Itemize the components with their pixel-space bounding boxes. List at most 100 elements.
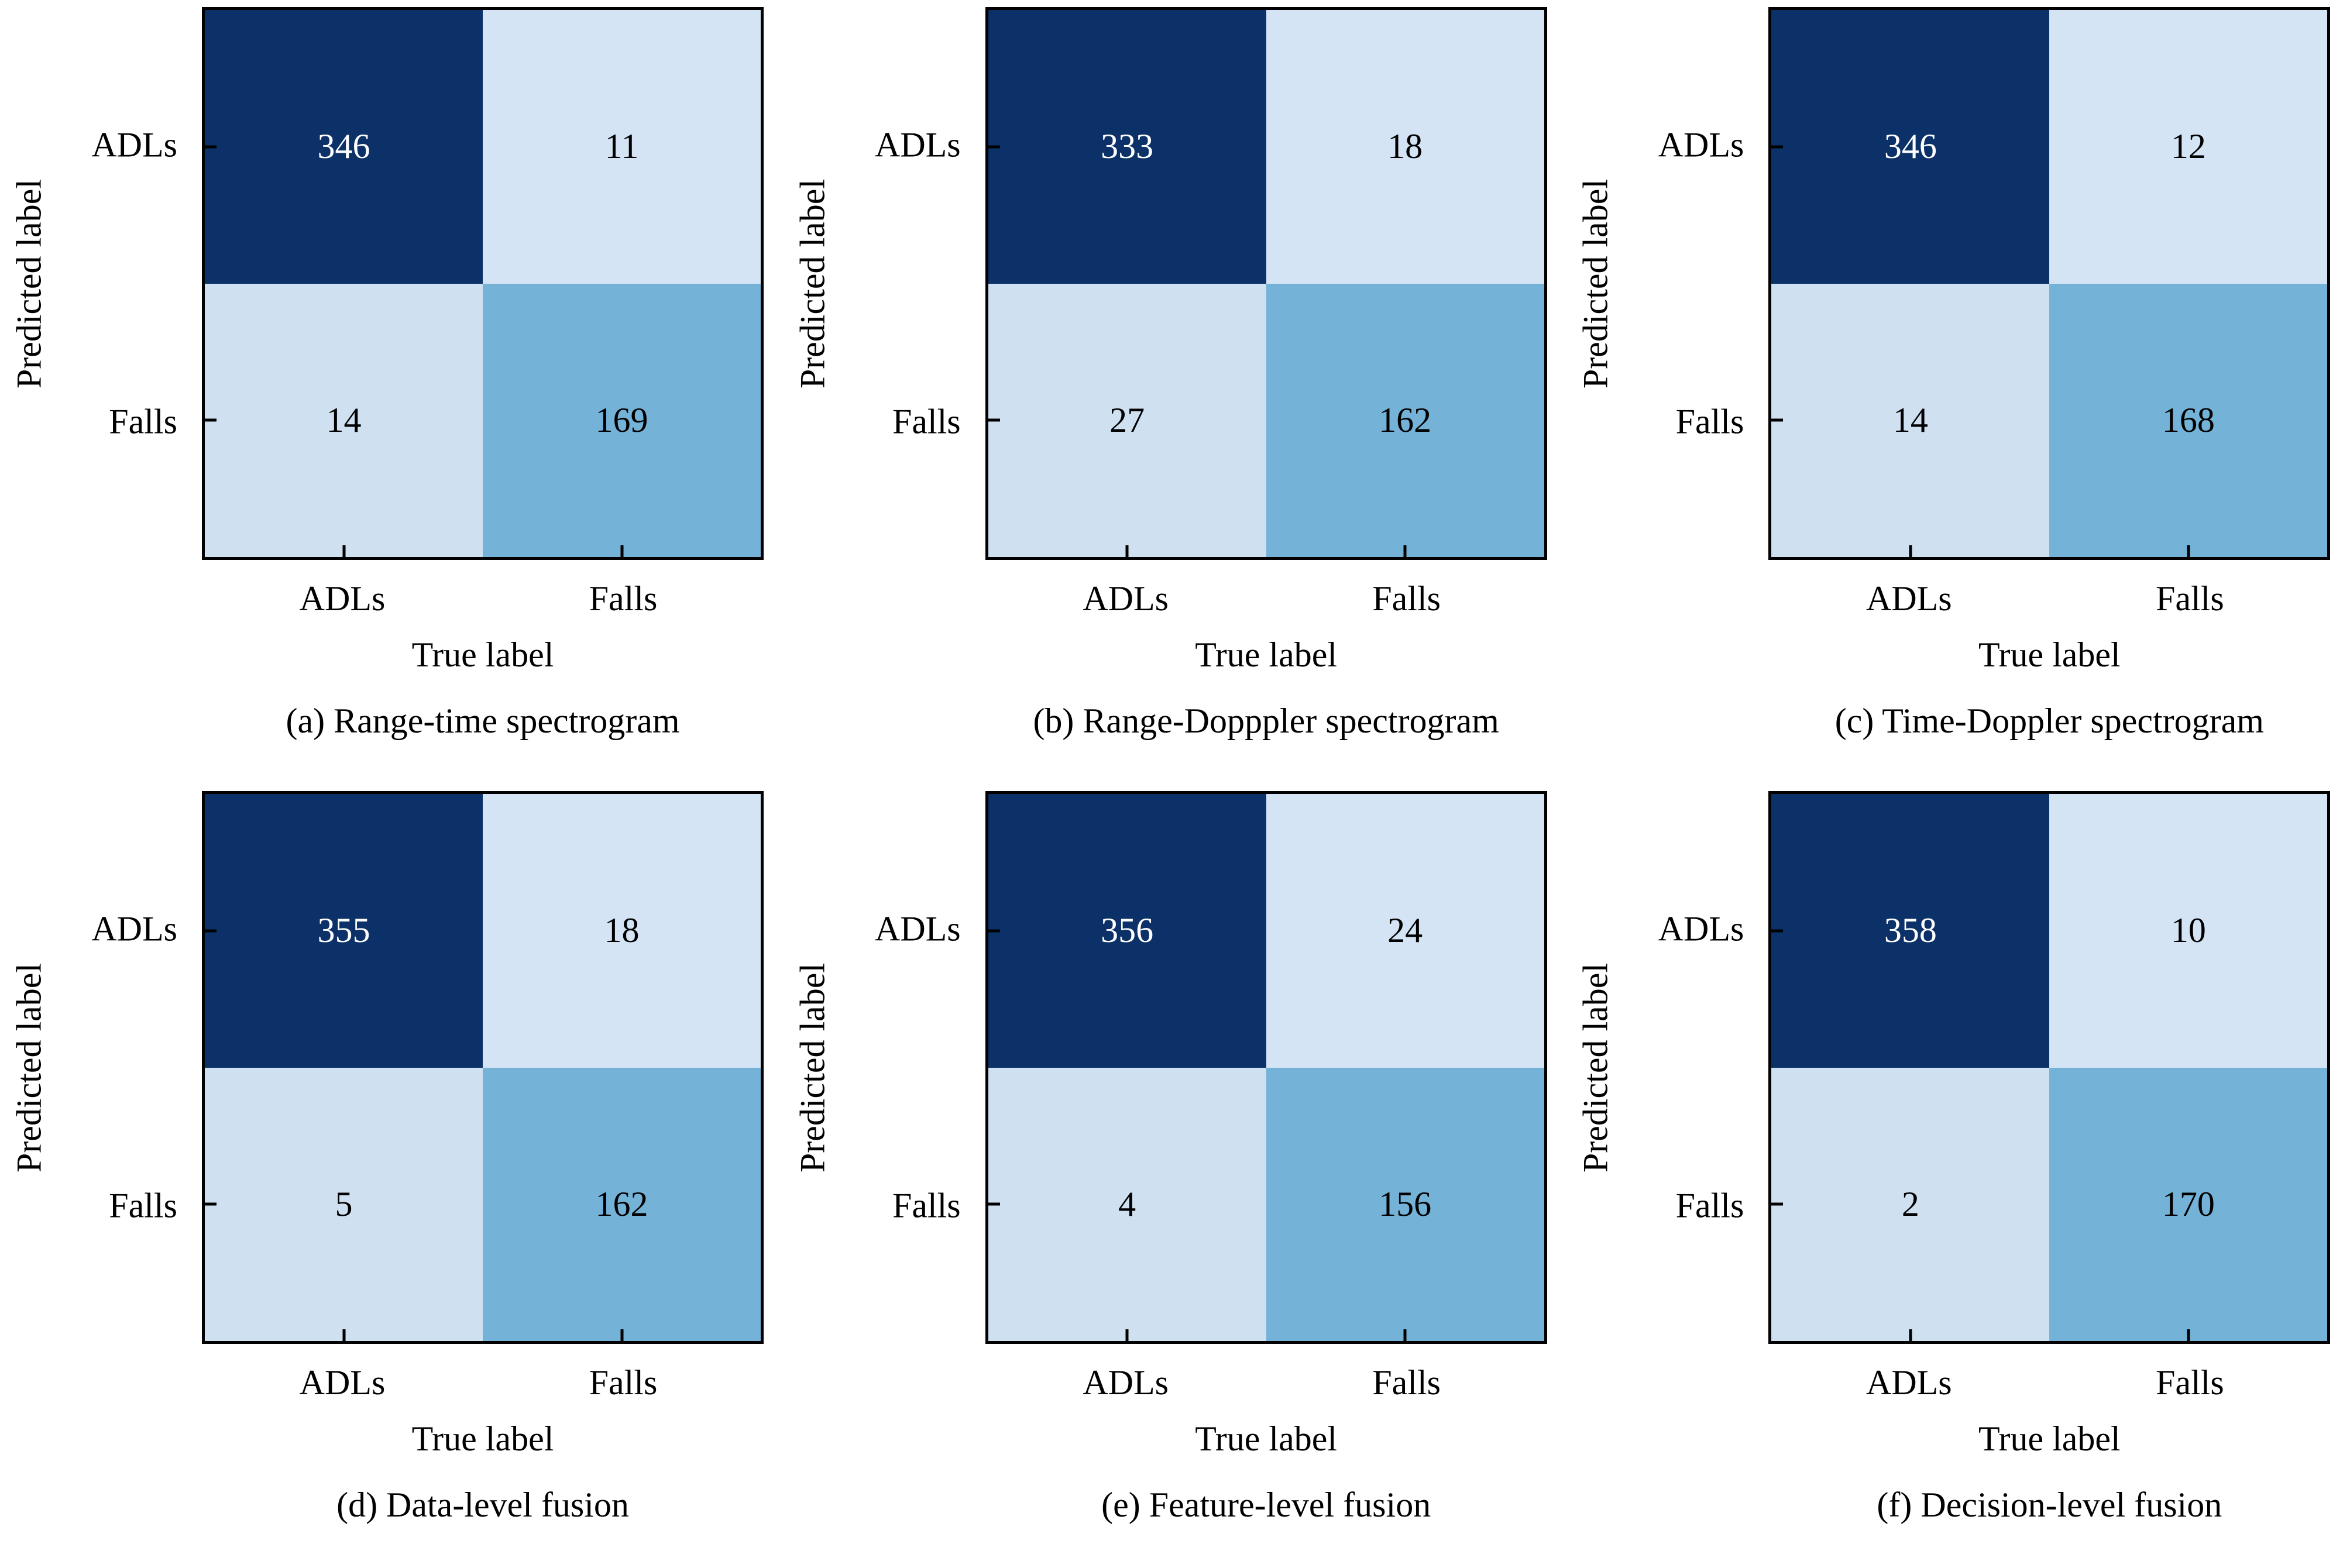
x-tick-label-adls: ADLs [299,1363,386,1402]
y-axis-tick [1771,145,1784,149]
heatmap-matrix: 355 18 5 162 [202,791,764,1344]
y-tick-label-falls: Falls [109,402,177,441]
y-axis-tick [205,929,217,933]
panel-caption: (f) Decision-level fusion [1877,1486,2222,1524]
y-tick-label-adls: ADLs [1658,125,1744,164]
x-tick-label-falls: Falls [589,579,658,618]
panel-caption: (e) Feature-level fusion [1101,1486,1431,1524]
cell-value: 168 [2162,400,2215,439]
confusion-matrix-panel: Predicted label ADLs Falls 346 11 14 169 [0,0,784,784]
matrix-cell-true-fall-pred-adl: 12 [2049,10,2328,284]
y-tick-label-falls: Falls [1675,402,1744,441]
y-axis-tick [205,1202,217,1206]
x-axis-tick [1909,1329,1912,1341]
matrix-cell-true-fall-pred-fall: 162 [483,1067,761,1341]
heatmap-matrix: 356 24 4 156 [985,791,1547,1344]
x-axis-label: True label [1195,635,1338,674]
x-tick-label-falls: Falls [2155,1363,2224,1402]
confusion-matrix-panel: Predicted label ADLs Falls 346 12 14 168 [1566,0,2350,784]
matrix-cell-true-fall-pred-adl: 24 [1266,794,1544,1068]
x-tick-label-falls: Falls [1372,1363,1441,1402]
y-tick-label-adls: ADLs [1658,909,1744,948]
x-axis-tick [1403,545,1407,557]
y-axis-tick [205,418,217,422]
x-axis-tick [620,1329,623,1341]
cell-value: 27 [1109,400,1145,439]
cell-value: 356 [1101,911,1154,950]
matrix-cell-true-adl-pred-fall: 2 [1771,1067,2050,1341]
y-tick-label-falls: Falls [892,1186,961,1225]
cell-value: 14 [326,400,362,439]
matrix-cell-true-fall-pred-adl: 18 [1266,10,1544,284]
cell-value: 18 [604,911,640,950]
cell-value: 333 [1101,127,1154,166]
matrix-cell-true-adl-pred-fall: 14 [1771,283,2050,557]
y-axis-label: Predicted label [793,962,832,1172]
matrix-cell-true-adl-pred-fall: 5 [205,1067,483,1341]
x-axis-tick [1403,1329,1407,1341]
cell-value: 11 [604,127,639,166]
y-tick-label-falls: Falls [892,402,961,441]
confusion-matrix-panel: Predicted label ADLs Falls 356 24 4 156 [784,784,1567,1568]
matrix-cell-true-fall-pred-fall: 156 [1266,1067,1544,1341]
panel-caption: (d) Data-level fusion [336,1486,629,1524]
cell-value: 24 [1387,911,1423,950]
y-axis-label: Predicted label [1576,962,1615,1172]
heatmap-matrix: 346 12 14 168 [1768,7,2331,560]
cell-value: 2 [1901,1184,1919,1223]
x-tick-label-adls: ADLs [1083,579,1169,618]
y-axis-label: Predicted label [793,178,832,388]
y-axis-label: Predicted label [1576,178,1615,388]
x-axis-label: True label [1978,1419,2121,1458]
panel-caption: (b) Range-Dopppler spectrogram [1033,702,1499,740]
y-axis-tick [988,418,1000,422]
heatmap-matrix: 346 11 14 169 [202,7,764,560]
x-axis-tick [2187,545,2190,557]
x-axis-label: True label [1978,635,2121,674]
y-tick-label-adls: ADLs [874,125,961,164]
cell-value: 169 [595,400,648,439]
matrix-cell-true-adl-pred-fall: 27 [988,283,1266,557]
y-axis-tick [988,145,1000,149]
cell-value: 162 [595,1184,648,1223]
plot-area: Predicted label ADLs Falls 356 24 4 156 [784,791,1567,1344]
y-axis-tick [205,145,217,149]
matrix-cell-true-adl-pred-fall: 14 [205,283,483,557]
plot-area: Predicted label ADLs Falls 355 18 5 162 [0,791,784,1344]
x-tick-label-adls: ADLs [299,579,386,618]
y-tick-label-adls: ADLs [874,909,961,948]
cell-value: 346 [317,127,370,166]
x-axis-label: True label [411,1419,554,1458]
plot-area: Predicted label ADLs Falls 333 18 27 162 [784,7,1567,560]
x-axis-tick [1909,545,1912,557]
y-axis-tick [1771,1202,1784,1206]
x-tick-label-falls: Falls [1372,579,1441,618]
matrix-cell-true-adl-pred-adl: 333 [988,10,1266,284]
y-tick-label-adls: ADLs [91,909,177,948]
matrix-cell-true-adl-pred-fall: 4 [988,1067,1266,1341]
x-tick-label-adls: ADLs [1083,1363,1169,1402]
x-axis-tick [342,545,345,557]
y-axis-tick [988,1202,1000,1206]
x-axis-tick [1125,545,1129,557]
y-axis-tick [1771,929,1784,933]
cell-value: 162 [1379,400,1432,439]
cell-value: 12 [2170,127,2206,166]
x-axis-tick [2187,1329,2190,1341]
x-axis-label: True label [411,635,554,674]
matrix-cell-true-fall-pred-fall: 169 [483,283,761,557]
cell-value: 14 [1892,400,1928,439]
cell-value: 18 [1387,127,1423,166]
matrix-cell-true-fall-pred-fall: 170 [2049,1067,2328,1341]
x-axis-tick [620,545,623,557]
plot-area: Predicted label ADLs Falls 358 10 2 170 [1566,791,2350,1344]
x-axis-tick [342,1329,345,1341]
cell-value: 156 [1379,1184,1432,1223]
matrix-cell-true-adl-pred-adl: 355 [205,794,483,1068]
matrix-cell-true-fall-pred-adl: 10 [2049,794,2328,1068]
matrix-cell-true-fall-pred-adl: 11 [483,10,761,284]
y-axis-tick [1771,418,1784,422]
plot-area: Predicted label ADLs Falls 346 12 14 168 [1566,7,2350,560]
confusion-matrix-panel: Predicted label ADLs Falls 333 18 27 162 [784,0,1567,784]
